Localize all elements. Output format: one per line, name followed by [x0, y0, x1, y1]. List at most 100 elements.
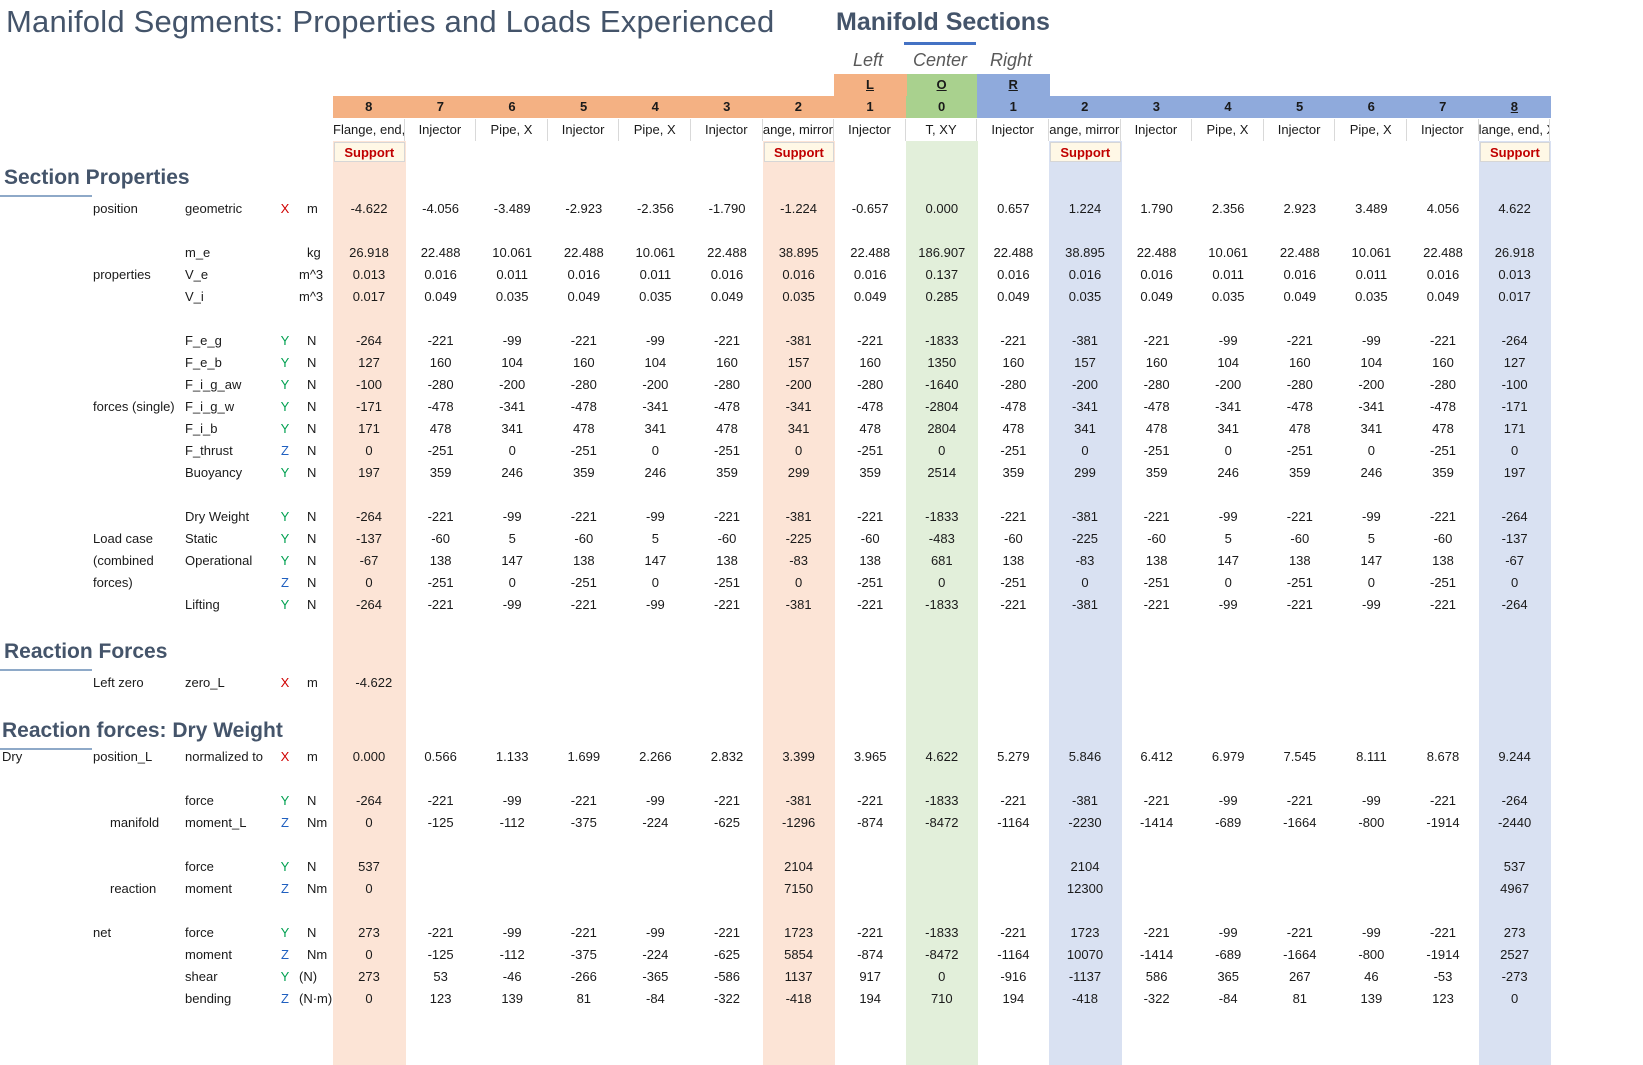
table-cell: 22.488 — [1264, 242, 1336, 264]
table-cell: -916 — [977, 966, 1049, 988]
table-cell: -99 — [476, 330, 548, 352]
column-number: 2 — [763, 97, 835, 117]
table-cell: 341 — [476, 418, 548, 440]
unit-label: N — [307, 374, 316, 396]
table-cell: -1664 — [1264, 944, 1336, 966]
table-cell: -1640 — [906, 374, 978, 396]
table-cell: 0.000 — [333, 746, 405, 768]
table-cell: 1350 — [906, 352, 978, 374]
table-row: moment_LZNm0-125-112-375-224-625-1296-87… — [0, 812, 1643, 834]
unit-label: N — [307, 440, 316, 462]
table-cell: 0 — [763, 440, 835, 462]
table-cell: 139 — [1335, 988, 1407, 1010]
row-label: bending — [185, 988, 231, 1010]
table-cell: 0.049 — [548, 286, 620, 308]
table-cell: 0 — [333, 878, 405, 900]
table-cell: -221 — [691, 330, 763, 352]
table-cell: -1914 — [1407, 812, 1479, 834]
axis-label: Y — [278, 966, 292, 988]
unit-label: N — [307, 790, 316, 812]
table-cell: -264 — [1479, 790, 1551, 812]
table-cell: -874 — [834, 812, 906, 834]
table-cell: 5.846 — [1049, 746, 1121, 768]
table-cell: 365 — [1192, 966, 1264, 988]
table-cell: -60 — [1264, 528, 1336, 550]
table-cell: -1414 — [1121, 812, 1193, 834]
table-cell: 0 — [333, 988, 405, 1010]
axis-label: Z — [278, 878, 292, 900]
table-cell: 359 — [691, 462, 763, 484]
table-cell: 0.285 — [906, 286, 978, 308]
table-cell: -171 — [333, 396, 405, 418]
table-cell: 2104 — [763, 856, 835, 878]
table-cell: -221 — [1121, 790, 1193, 812]
table-cell: -2440 — [1479, 812, 1551, 834]
support-badge: Support — [764, 142, 835, 162]
table-cell: 38.895 — [763, 242, 835, 264]
table-cell: -221 — [405, 330, 477, 352]
table-cell: 359 — [548, 462, 620, 484]
column-number: 8 — [1479, 97, 1551, 117]
row-label: force — [185, 790, 214, 812]
table-cell: 0 — [1335, 572, 1407, 594]
table-cell: -225 — [763, 528, 835, 550]
table-cell: -251 — [977, 440, 1049, 462]
table-row: LiftingYN-264-221-99-221-99-221-381-221-… — [0, 594, 1643, 616]
table-cell: -221 — [977, 506, 1049, 528]
table-cell: 1723 — [1049, 922, 1121, 944]
table-cell: -221 — [1264, 594, 1336, 616]
row-label: F_i_g_aw — [185, 374, 241, 396]
axis-label: Y — [278, 594, 292, 616]
table-row: OperationalYN-67138147138147138-83138681… — [0, 550, 1643, 572]
table-cell: 147 — [619, 550, 691, 572]
table-cell: 104 — [1335, 352, 1407, 374]
table-cell: -381 — [1049, 330, 1121, 352]
axis-label: X — [278, 198, 292, 220]
axis-label: Y — [278, 790, 292, 812]
table-cell: -221 — [834, 790, 906, 812]
table-cell: 478 — [1121, 418, 1193, 440]
column-number: 4 — [619, 97, 691, 117]
table-cell: 681 — [906, 550, 978, 572]
unit-label: N — [307, 352, 316, 374]
table-cell: 0.016 — [1121, 264, 1193, 286]
table-row: ZN0-2510-2510-2510-2510-2510-2510-2510-2… — [0, 572, 1643, 594]
table-cell: 6.412 — [1121, 746, 1193, 768]
table-cell: -280 — [834, 374, 906, 396]
table-cell: 537 — [1479, 856, 1551, 878]
table-row: F_i_g_awYN-100-280-200-280-200-280-200-2… — [0, 374, 1643, 396]
table-cell: 0.566 — [405, 746, 477, 768]
table-cell: -53 — [1407, 966, 1479, 988]
unit-label: m^3 — [299, 264, 323, 286]
table-cell: 0.049 — [834, 286, 906, 308]
table-cell: -99 — [1335, 330, 1407, 352]
table-row: F_i_g_wYN-171-478-341-478-341-478-341-47… — [0, 396, 1643, 418]
column-number: 5 — [548, 97, 620, 117]
table-cell: 38.895 — [1049, 242, 1121, 264]
axis-label: Z — [278, 944, 292, 966]
segment-type: ange, mirror — [1049, 119, 1121, 141]
table-cell: 341 — [619, 418, 691, 440]
segment-type: Injector — [691, 119, 763, 141]
row-label: moment — [185, 878, 232, 900]
table-cell: -221 — [1121, 330, 1193, 352]
row-label: F_i_g_w — [185, 396, 234, 418]
table-cell: -221 — [834, 594, 906, 616]
table-cell: 246 — [1192, 462, 1264, 484]
table-row: F_i_bYN171478341478341478341478280447834… — [0, 418, 1643, 440]
table-cell: 0 — [1479, 988, 1551, 1010]
axis-label: Y — [278, 550, 292, 572]
table-cell: 0.049 — [977, 286, 1049, 308]
table-cell: -381 — [1049, 506, 1121, 528]
table-cell: -137 — [333, 528, 405, 550]
table-cell: 0 — [1479, 440, 1551, 462]
table-cell: -83 — [1049, 550, 1121, 572]
table-cell: -266 — [548, 966, 620, 988]
table-cell: 478 — [977, 418, 1049, 440]
table-cell: 194 — [977, 988, 1049, 1010]
segment-type: Pipe, X — [1192, 119, 1264, 141]
segment-type: ange, mirror — [763, 119, 835, 141]
unit-label: N — [307, 856, 316, 878]
table-cell: -251 — [1121, 440, 1193, 462]
table-cell: -251 — [977, 572, 1049, 594]
